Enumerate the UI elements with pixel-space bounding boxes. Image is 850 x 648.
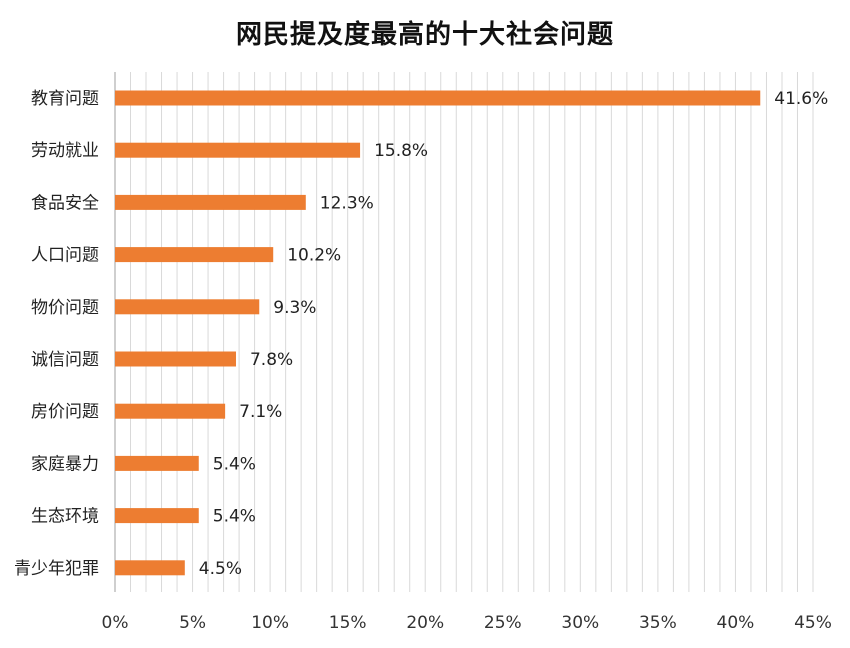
bar bbox=[115, 90, 761, 106]
x-tick-label: 40% bbox=[717, 613, 755, 633]
x-tick-label: 5% bbox=[179, 613, 206, 633]
category-label: 教育问题 bbox=[31, 89, 99, 109]
bar bbox=[115, 142, 361, 158]
bar bbox=[115, 247, 274, 263]
category-label: 人口问题 bbox=[31, 246, 99, 266]
bars bbox=[115, 90, 761, 576]
value-label: 5.4% bbox=[213, 507, 256, 527]
bar bbox=[115, 351, 236, 367]
x-tick-label: 0% bbox=[102, 613, 129, 633]
x-tick-label: 20% bbox=[406, 613, 444, 633]
category-label: 食品安全 bbox=[31, 193, 99, 213]
value-label: 4.5% bbox=[199, 559, 242, 579]
bar bbox=[115, 455, 199, 471]
value-label: 9.3% bbox=[273, 298, 316, 318]
category-label: 劳动就业 bbox=[31, 141, 99, 161]
value-label: 12.3% bbox=[320, 193, 374, 213]
grid-lines bbox=[114, 72, 814, 592]
category-label: 家庭暴力 bbox=[31, 454, 99, 474]
x-tick-label: 45% bbox=[794, 613, 832, 633]
x-tick-labels: 0% 5% 10% 15% 20% 25% 30% 35% 40% 45% bbox=[102, 613, 832, 633]
category-label: 物价问题 bbox=[31, 298, 99, 318]
value-label: 5.4% bbox=[213, 454, 256, 474]
x-tick-label: 25% bbox=[484, 613, 522, 633]
x-tick-label: 10% bbox=[251, 613, 289, 633]
bar bbox=[115, 299, 260, 315]
chart-title: 网民提及度最高的十大社会问题 bbox=[235, 20, 614, 50]
bar bbox=[115, 508, 199, 524]
category-label: 生态环境 bbox=[31, 507, 99, 527]
value-labels: 41.6% 15.8% 12.3% 10.2% 9.3% 7.8% 7.1% 5.4% 5.4%… bbox=[199, 89, 828, 579]
category-label: 房价问题 bbox=[31, 402, 99, 422]
x-tick-label: 15% bbox=[329, 613, 367, 633]
category-label: 诚信问题 bbox=[31, 350, 99, 370]
bar bbox=[115, 194, 306, 210]
category-labels: 教育问题劳动就业食品安全人口问题物价问题诚信问题房价问题家庭暴力生态环境青少年犯… bbox=[14, 89, 99, 579]
x-tick-label: 30% bbox=[561, 613, 599, 633]
category-label: 青少年犯罪 bbox=[14, 559, 99, 579]
bar bbox=[115, 403, 226, 419]
value-label: 41.6% bbox=[774, 89, 828, 109]
value-label: 7.8% bbox=[250, 350, 293, 370]
value-label: 10.2% bbox=[287, 246, 341, 266]
x-tick-label: 35% bbox=[639, 613, 677, 633]
bar bbox=[115, 560, 185, 576]
value-label: 15.8% bbox=[374, 141, 428, 161]
value-label: 7.1% bbox=[239, 402, 282, 422]
